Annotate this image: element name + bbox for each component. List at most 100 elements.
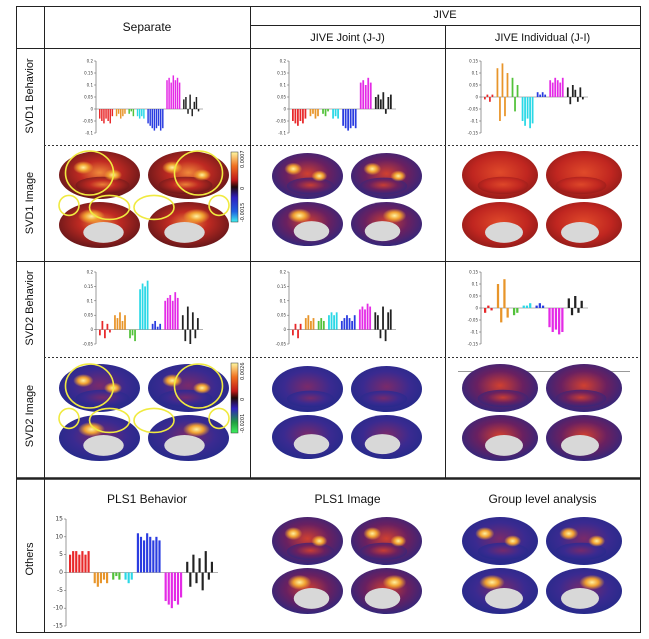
bar [382, 306, 384, 330]
y-tick-label: 0.2 [87, 59, 94, 64]
bar [328, 315, 330, 330]
bar [369, 82, 372, 109]
bar [317, 320, 320, 330]
bar [166, 297, 169, 330]
y-tick-label: -0.05 [276, 119, 287, 124]
bar [516, 85, 519, 97]
bar [320, 318, 323, 330]
bar [129, 329, 131, 339]
bar [157, 109, 160, 126]
bar [566, 87, 569, 97]
bar [364, 309, 366, 330]
bar [302, 109, 304, 124]
header-pls1-image: PLS1 Image [314, 492, 381, 506]
bar [337, 109, 339, 119]
bar [69, 554, 72, 573]
bar [152, 540, 155, 573]
y-tick-label: 0.1 [87, 298, 94, 303]
bar [376, 315, 379, 330]
bar [548, 308, 551, 328]
bar [196, 318, 199, 330]
bar [107, 109, 109, 121]
bar [141, 283, 144, 330]
y-tick-label: 0.1 [472, 71, 479, 76]
chart-svd2-joint: 0.2 0.15 0.1 0.05 0 -0.05 [276, 270, 396, 347]
bar [99, 572, 102, 584]
bar [181, 315, 184, 330]
bar [358, 309, 361, 330]
bar [84, 554, 87, 573]
y-tick-label: 0 [475, 95, 478, 100]
bar [166, 80, 168, 109]
bar [106, 323, 109, 330]
bar [118, 572, 121, 580]
bar [536, 92, 539, 97]
bar [322, 320, 325, 330]
bar [512, 308, 516, 316]
bar [577, 308, 580, 313]
bar [154, 320, 157, 330]
bar [204, 551, 207, 573]
y-tick-label: 0.05 [84, 95, 93, 100]
bar [183, 99, 185, 109]
bar [109, 329, 111, 333]
bar [172, 75, 175, 109]
bar [127, 572, 130, 584]
bar [198, 558, 201, 573]
bar [176, 77, 179, 109]
bar [524, 97, 526, 126]
bar [504, 97, 506, 117]
y-tick-label: 0 [90, 107, 93, 112]
bar [389, 94, 392, 109]
bar [299, 109, 302, 121]
bar [164, 300, 167, 330]
chart-svd1-separate: 0.2 0.15 0.1 0.05 0 -0.05 -0.1 [83, 59, 203, 136]
bar [294, 109, 297, 124]
bar [561, 308, 564, 332]
bar [185, 97, 187, 109]
bar [191, 312, 194, 330]
bar [500, 308, 503, 323]
bar [174, 80, 177, 109]
y-tick-label: 0.15 [469, 270, 478, 275]
bar [124, 572, 127, 580]
bar [539, 94, 542, 97]
bar [343, 318, 346, 330]
bar [489, 97, 491, 102]
y-tick-label: 0 [283, 107, 286, 112]
bar [569, 97, 572, 105]
row-label-svd2-behavior: SVD2 Behavior [24, 270, 36, 346]
y-tick-label: -0.05 [83, 342, 94, 347]
bar [101, 109, 103, 121]
bar [130, 109, 133, 112]
bar [191, 109, 193, 117]
bar [184, 329, 187, 342]
bar [189, 329, 192, 344]
y-tick-label: 0.15 [84, 284, 93, 289]
bar [193, 101, 196, 109]
bar [132, 109, 135, 117]
bar [364, 85, 367, 109]
bar [335, 312, 338, 330]
bar [189, 572, 192, 587]
bar [333, 315, 336, 330]
bar [511, 77, 514, 97]
bar [151, 323, 154, 330]
bar [138, 109, 141, 119]
bar [561, 77, 564, 97]
bar [384, 109, 387, 114]
bar [516, 308, 519, 313]
bar [156, 326, 159, 330]
bar [581, 97, 584, 100]
bar [194, 329, 197, 339]
bar [131, 329, 134, 336]
bar [387, 97, 390, 109]
bar [340, 320, 343, 330]
chart-svd1-individual: 0.15 0.1 0.05 0 -0.05 -0.1 -0.15 [468, 59, 588, 136]
bar [359, 82, 362, 109]
bar [297, 109, 299, 126]
header-jive-individual: JIVE Individual (J-I) [494, 32, 591, 44]
y-tick-label: 0.2 [87, 270, 94, 275]
bar [369, 306, 372, 330]
bar [574, 89, 577, 97]
